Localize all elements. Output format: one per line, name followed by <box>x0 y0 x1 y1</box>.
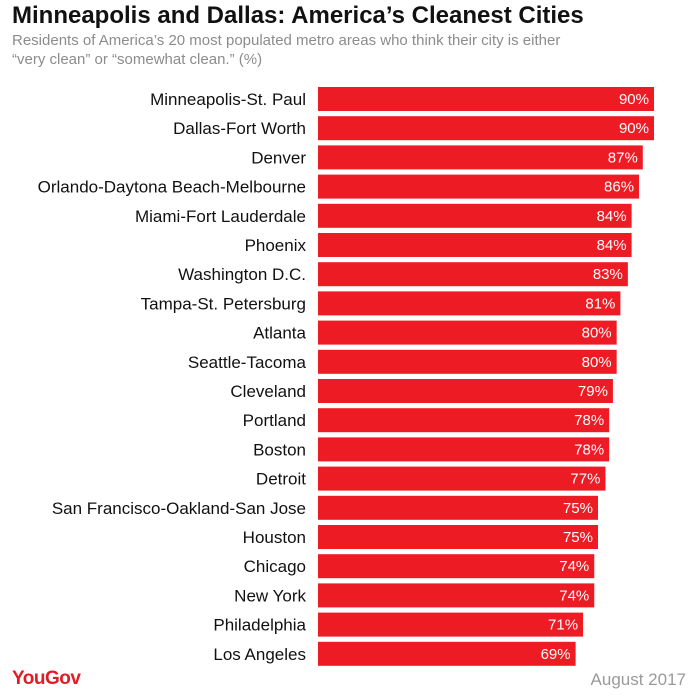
value-label: 69% <box>541 646 571 663</box>
value-label: 86% <box>604 179 634 196</box>
category-label: Dallas-Fort Worth <box>173 119 306 138</box>
bar-3 <box>318 174 640 199</box>
value-label: 75% <box>563 500 593 517</box>
category-label: Minneapolis-St. Paul <box>150 90 306 109</box>
value-label: 78% <box>574 441 604 458</box>
bar-13 <box>318 466 606 491</box>
bar-0 <box>318 87 654 111</box>
value-label: 79% <box>578 383 608 400</box>
bar-6 <box>318 262 628 287</box>
value-label: 90% <box>619 91 649 108</box>
yougov-logo: YouGov <box>12 668 81 689</box>
category-label: Atlanta <box>253 324 306 343</box>
value-label: 80% <box>582 325 612 342</box>
value-label: 75% <box>563 529 593 546</box>
category-label: Miami-Fort Lauderdale <box>135 207 306 226</box>
value-label: 71% <box>548 617 578 634</box>
bar-8 <box>318 320 617 345</box>
bar-14 <box>318 495 598 520</box>
bar-18 <box>318 612 584 637</box>
bar-5 <box>318 233 632 257</box>
category-label: Tampa-St. Petersburg <box>141 294 306 313</box>
value-label: 78% <box>574 412 604 429</box>
chart-subtitle: Residents of America’s 20 most populated… <box>12 32 561 68</box>
value-label: 90% <box>619 120 649 137</box>
value-label: 84% <box>597 208 627 225</box>
bar-15 <box>318 525 598 549</box>
bar-1 <box>318 116 654 141</box>
bar-19 <box>318 641 576 666</box>
bar-2 <box>318 145 643 170</box>
chart-title: Minneapolis and Dallas: America’s Cleane… <box>12 2 584 29</box>
category-label: Orlando-Daytona Beach-Melbourne <box>38 178 306 197</box>
bar-9 <box>318 349 617 374</box>
bar-12 <box>318 437 610 462</box>
category-label: Cleveland <box>230 382 306 401</box>
value-label: 77% <box>570 471 600 488</box>
category-label: San Francisco-Oakland-San Jose <box>52 499 306 518</box>
value-label: 87% <box>608 149 638 166</box>
category-label: Detroit <box>256 470 306 489</box>
category-label: Houston <box>243 528 306 547</box>
bar-7 <box>318 291 621 316</box>
category-label: Boston <box>253 440 306 459</box>
category-label: Chicago <box>244 557 306 576</box>
bar-10 <box>318 379 613 403</box>
bar-17 <box>318 583 595 608</box>
category-label: Phoenix <box>245 236 307 255</box>
category-label: Philadelphia <box>213 616 306 635</box>
category-label: Portland <box>243 411 306 430</box>
bar-11 <box>318 408 610 433</box>
value-label: 84% <box>597 237 627 254</box>
value-label: 80% <box>582 354 612 371</box>
value-label: 74% <box>559 558 589 575</box>
category-label: New York <box>234 586 306 605</box>
bar-16 <box>318 554 595 579</box>
bar-4 <box>318 203 632 228</box>
value-label: 83% <box>593 266 623 283</box>
category-label: Los Angeles <box>213 645 306 664</box>
category-label: Seattle-Tacoma <box>188 353 307 372</box>
category-label: Washington D.C. <box>178 265 306 284</box>
category-label: Denver <box>251 148 306 167</box>
value-label: 74% <box>559 587 589 604</box>
publication-date: August 2017 <box>590 670 686 689</box>
value-label: 81% <box>585 295 615 312</box>
